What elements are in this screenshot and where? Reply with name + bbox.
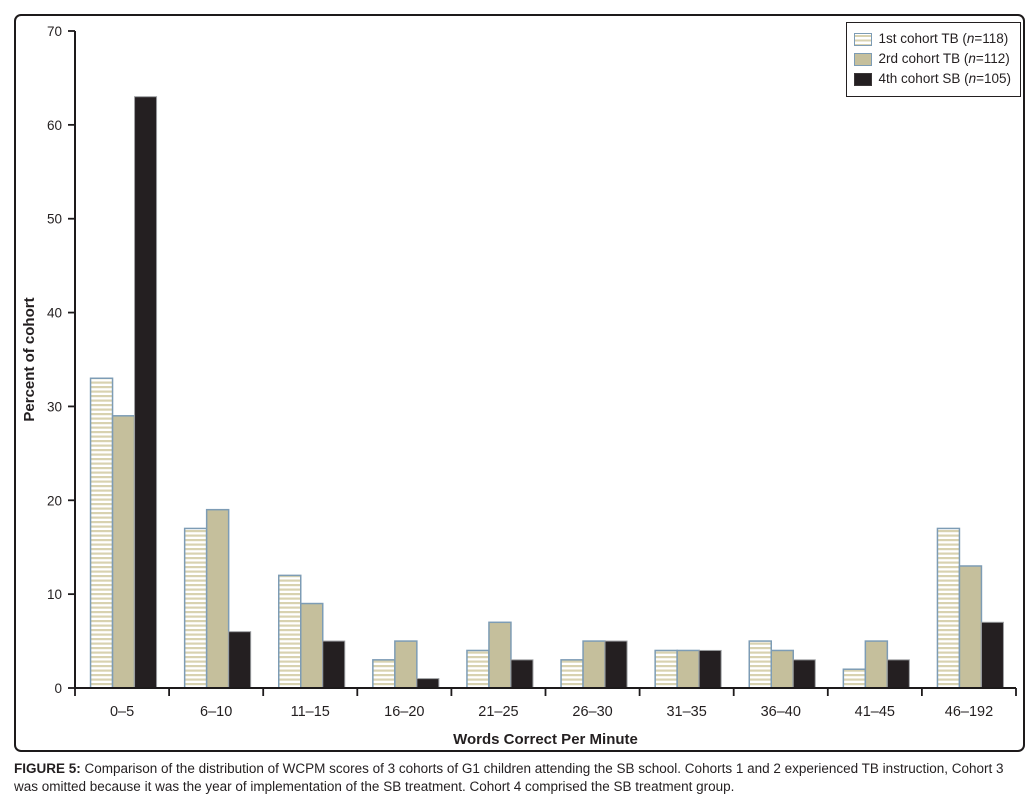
- bar-series3-31–35: [698, 649, 722, 689]
- bar-series1-21–25: [466, 649, 490, 689]
- bar-series1-16–20: [372, 659, 396, 689]
- bar-series2-31–35: [676, 649, 700, 689]
- bar-series1-31–35: [654, 649, 678, 689]
- legend-swatch-solid-tan-icon: [853, 52, 872, 66]
- legend-item-1: 1st cohort TB (n=118): [853, 31, 1011, 48]
- bar-series2-41–45: [864, 640, 889, 689]
- bar-series1-41–45: [842, 668, 867, 689]
- figure-caption: FIGURE 5: Comparison of the distribution…: [14, 760, 1023, 796]
- bar-series2-6–10: [205, 508, 230, 689]
- y-tick-label: 40: [47, 306, 62, 321]
- legend-label: 1st cohort TB (n=118): [878, 31, 1009, 46]
- bar-series1-6–10: [183, 527, 208, 689]
- y-tick-label: 0: [54, 681, 62, 696]
- bar-series2-46–192: [958, 565, 983, 689]
- y-tick-label: 60: [47, 118, 62, 133]
- y-tick-label: 30: [47, 399, 62, 414]
- bar-series3-36–40: [792, 659, 816, 689]
- bar-series3-26–30: [604, 640, 628, 689]
- y-tick-label: 10: [47, 587, 62, 602]
- bar-series3-6–10: [228, 631, 252, 689]
- bar-series3-41–45: [886, 659, 910, 689]
- y-tick-label: 70: [47, 24, 62, 39]
- bar-series3-16–20: [416, 678, 440, 689]
- caption-text: Comparison of the distribution of WCPM s…: [14, 761, 1004, 795]
- y-tick-label: 20: [47, 493, 62, 508]
- x-category-label: 46–192: [945, 704, 993, 720]
- legend-swatch-striped-icon: [853, 32, 872, 46]
- y-axis-title: Percent of cohort: [21, 297, 38, 421]
- legend-item-2: 2rd cohort TB (n=112): [853, 50, 1011, 68]
- bar-series2-11–15: [300, 602, 324, 689]
- bar-series1-36–40: [748, 640, 772, 689]
- figure-frame: 0 10 20 30 40 50 60 70 0–5 6–10 11–15 16–20 21–25 26–…: [14, 14, 1025, 752]
- legend-swatch-solid-black-icon: [853, 72, 872, 86]
- x-axis-title: Words Correct Per Minute: [453, 731, 638, 748]
- bar-series2-21–25: [488, 621, 512, 689]
- x-category-label: 11–15: [291, 704, 330, 720]
- legend: 1st cohort TB (n=118) 2rd cohort TB (n=11…: [845, 22, 1021, 97]
- x-category-label: 41–45: [855, 704, 895, 720]
- bar-series3-0–5: [134, 96, 158, 689]
- bar-series2-0–5: [111, 415, 136, 689]
- x-category-label: 36–40: [761, 704, 801, 720]
- bar-series1-46–192: [936, 527, 961, 689]
- legend-label: 4th cohort SB (n=105): [878, 70, 1011, 86]
- y-tick-label: 50: [47, 212, 62, 227]
- x-category-label: 21–25: [478, 704, 518, 720]
- legend-item-3: 4th cohort SB (n=105): [853, 70, 1011, 88]
- bar-chart: 0 10 20 30 40 50 60 70 0–5 6–10 11–15 16–20 21–25 26–…: [21, 24, 1017, 748]
- bar-series3-46–192: [980, 621, 1004, 689]
- bar-series3-11–15: [322, 640, 346, 689]
- x-category-label: 26–30: [572, 704, 612, 720]
- bar-series3-21–25: [510, 659, 534, 689]
- x-category-label: 31–35: [666, 704, 706, 720]
- bar-series2-26–30: [582, 640, 606, 689]
- legend-label: 2rd cohort TB (n=112): [878, 50, 1010, 66]
- x-category-label: 6–10: [200, 704, 232, 720]
- bar-series2-16–20: [394, 640, 418, 689]
- x-category-label: 16–20: [384, 704, 424, 720]
- caption-label: FIGURE 5:: [14, 761, 81, 776]
- bar-series1-26–30: [560, 659, 584, 689]
- x-category-label: 0–5: [110, 704, 134, 720]
- bar-series2-36–40: [770, 649, 794, 689]
- bar-series1-0–5: [89, 377, 114, 689]
- bar-series1-11–15: [278, 574, 302, 689]
